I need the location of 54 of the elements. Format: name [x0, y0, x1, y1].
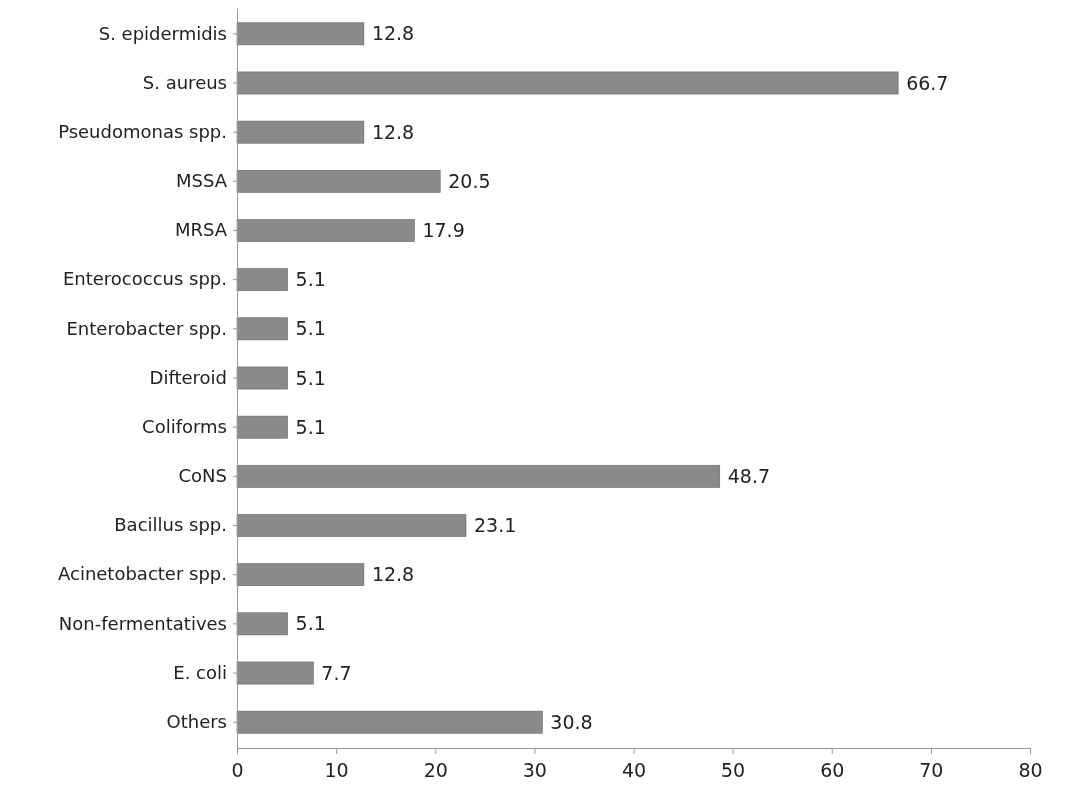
y-tick-label: Pseudomonas spp.: [58, 120, 227, 142]
y-tick-label: Difteroid: [149, 366, 227, 388]
bar: [236, 169, 441, 193]
bar: [236, 661, 314, 685]
bar: [236, 612, 288, 636]
x-tick-label: 0: [231, 759, 244, 782]
data-label: 5.1: [295, 415, 326, 438]
bar: [236, 317, 288, 341]
data-label: 23.1: [473, 514, 517, 537]
bar: [236, 366, 288, 390]
data-label: 20.5: [448, 169, 491, 192]
y-tick-label: Enterobacter spp.: [66, 317, 227, 339]
data-label: 12.8: [371, 563, 415, 586]
x-tick-label: 60: [820, 759, 845, 782]
data-label: 30.8: [550, 710, 593, 733]
data-label: 12.8: [371, 120, 415, 143]
bar: [236, 219, 415, 242]
data-label: 5.1: [295, 366, 326, 389]
data-label: 48.7: [727, 464, 771, 487]
y-tick-label: MSSA: [175, 170, 228, 192]
x-tick-label: 50: [721, 759, 746, 782]
y-tick-label: E. coli: [173, 661, 227, 683]
y-tick-label: S. epidermidis: [98, 22, 227, 44]
data-label: 5.1: [295, 612, 326, 635]
y-tick-label: Others: [166, 710, 227, 732]
bar: [236, 71, 899, 95]
bar: [236, 415, 288, 439]
y-tick-label: Coliforms: [142, 415, 227, 437]
bar: [236, 710, 543, 734]
bar: [236, 563, 365, 587]
x-tick-label: 40: [621, 759, 647, 782]
bar: [236, 464, 721, 488]
y-tick-label: Acinetobacter spp.: [57, 563, 227, 585]
bar: [236, 268, 288, 292]
data-label: 5.1: [295, 268, 326, 291]
x-tick-label: 10: [324, 759, 349, 782]
data-label: 7.7: [321, 661, 352, 684]
x-tick-label: 20: [423, 759, 448, 782]
x-tick-label: 80: [1018, 759, 1043, 782]
data-label: 66.7: [906, 71, 949, 94]
data-label: 17.9: [422, 219, 465, 242]
data-label: 12.8: [371, 22, 415, 45]
y-tick-label: CoNS: [178, 465, 227, 487]
y-tick-label: Bacillus spp.: [114, 514, 227, 536]
bar: [236, 120, 365, 144]
x-tick-label: 70: [919, 759, 944, 782]
bar: [236, 514, 467, 537]
y-tick-label: MRSA: [174, 219, 228, 241]
y-tick-label: Non-fermentatives: [58, 612, 227, 634]
data-label: 5.1: [295, 317, 326, 340]
y-tick-label: S. aureus: [142, 71, 227, 93]
x-tick-label: 30: [522, 759, 547, 782]
y-tick-label: Enterococcus spp.: [62, 268, 227, 290]
bar: [236, 22, 365, 46]
